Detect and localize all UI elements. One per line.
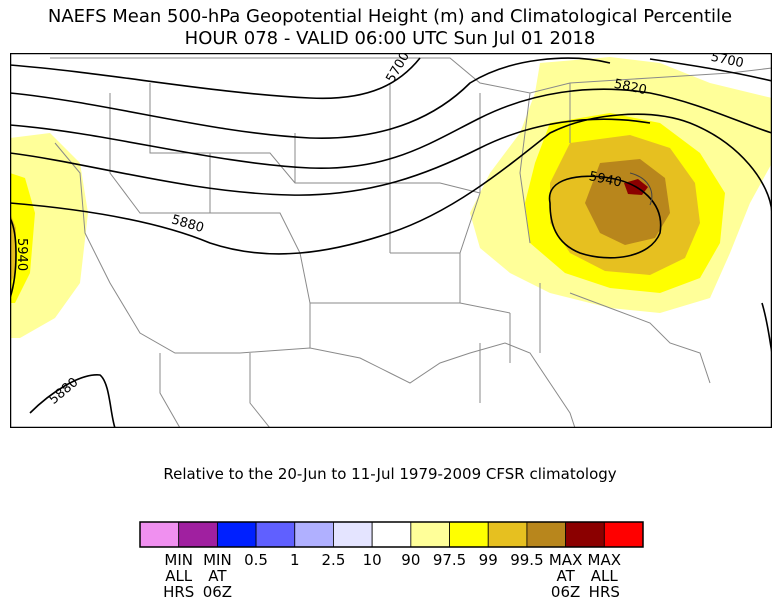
boundaries xyxy=(50,57,772,428)
legend-swatch xyxy=(255,521,296,548)
contour-5820 xyxy=(10,88,772,169)
legend-swatch xyxy=(216,521,257,548)
contour-label-5820: 5820 xyxy=(613,77,648,99)
legend-label: MAX AT 06Z xyxy=(548,551,583,601)
legend-swatch xyxy=(449,521,489,548)
legend-label: MIN AT 06Z xyxy=(202,551,233,601)
legend-swatch xyxy=(371,521,412,548)
legend-swatch xyxy=(410,521,450,548)
contour-5880 xyxy=(10,113,772,255)
legend-label: 10 xyxy=(362,551,382,569)
legend-label: 99 xyxy=(478,551,498,569)
legend-label: 90 xyxy=(401,551,421,569)
map-panel: 5700 5700 5820 5880 5880 5940 5940 xyxy=(10,53,772,428)
shade-east-max06 xyxy=(585,159,670,245)
legend-swatch xyxy=(565,521,605,548)
legend-swatch xyxy=(333,521,373,548)
contour-5940-west xyxy=(10,217,17,299)
contour-thin xyxy=(629,172,653,206)
shade-west-99 xyxy=(10,173,35,303)
legend-label: 0.5 xyxy=(244,551,268,569)
legend-label: MAX ALL HRS xyxy=(587,551,622,601)
title-line-2: HOUR 078 - VALID 06:00 UTC Sun Jul 01 20… xyxy=(184,28,596,49)
legend-label: MIN ALL HRS xyxy=(163,551,195,601)
legend-swatch xyxy=(178,521,218,548)
subtitle: Relative to the 20-Jun to 11-Jul 1979-20… xyxy=(163,465,617,483)
legend-label: 2.5 xyxy=(321,551,346,569)
legend-label: 1 xyxy=(289,551,300,569)
legend-swatch xyxy=(526,521,567,548)
shade-west-97 xyxy=(10,133,88,338)
contour-5700-east xyxy=(649,58,772,82)
legend-label: 99.5 xyxy=(510,551,544,569)
contour-5700 xyxy=(10,57,421,100)
legend-swatch xyxy=(487,521,528,548)
legend-swatch xyxy=(294,521,334,548)
legend-swatch xyxy=(603,521,644,548)
contour-label-5940-west: 5940 xyxy=(14,238,29,271)
contour-5880-sw xyxy=(29,374,116,428)
contour-label-5940-east: 5940 xyxy=(587,169,622,191)
contour-5760 xyxy=(10,57,611,139)
title-line-1: NAEFS Mean 500-hPa Geopotential Height (… xyxy=(47,6,733,27)
contour-5820-b xyxy=(10,118,651,196)
contour-5940-east xyxy=(548,175,662,259)
legend-swatch xyxy=(139,521,180,548)
legend-label: 97.5 xyxy=(432,551,467,569)
